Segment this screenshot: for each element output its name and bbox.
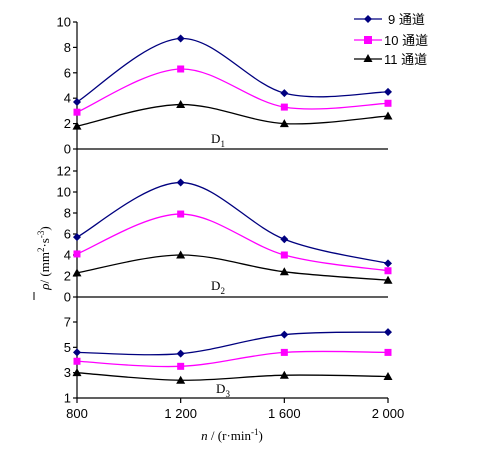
y-tick-label: 2 bbox=[64, 116, 71, 131]
data-point-square bbox=[177, 210, 185, 218]
legend-item-10: 10 通道 bbox=[354, 33, 428, 48]
y-tick-label: 0 bbox=[64, 290, 71, 305]
data-point-triangle bbox=[176, 250, 186, 259]
data-point-square bbox=[73, 357, 81, 365]
y-axis-title: ρ/ (mm2·s-3) bbox=[36, 226, 52, 290]
data-point-square bbox=[280, 348, 288, 356]
y-tick-label: 6 bbox=[64, 65, 71, 80]
data-point-triangle bbox=[279, 119, 289, 128]
y-tick-label: 10 bbox=[57, 15, 71, 30]
series-line-11通道 bbox=[76, 103, 389, 127]
data-point-square bbox=[280, 251, 288, 259]
legend-label-10: 10 通道 bbox=[384, 33, 428, 48]
data-point-diamond bbox=[280, 235, 289, 244]
y-tick-label: 4 bbox=[64, 91, 71, 106]
y-tick-label: 8 bbox=[64, 40, 71, 55]
legend-item-9: 9 通道 bbox=[354, 12, 425, 27]
panel-label: D3 bbox=[216, 381, 230, 399]
y-tick-label: 12 bbox=[57, 164, 71, 179]
y-tick-label: 5 bbox=[64, 340, 71, 355]
x-axis-title: n / (r·min-1) bbox=[201, 427, 263, 443]
data-point-diamond bbox=[280, 89, 289, 98]
data-point-diamond bbox=[280, 330, 289, 339]
y-tick-label: 8 bbox=[64, 206, 71, 221]
y-tick-label: 0 bbox=[64, 142, 71, 157]
panel-2: 0 2 4 6 8 10 12 D2 bbox=[57, 164, 393, 305]
legend-item-11: 11 通道 bbox=[354, 52, 427, 67]
data-point-square bbox=[177, 65, 185, 73]
data-point-diamond bbox=[384, 328, 392, 337]
data-point-triangle bbox=[383, 111, 393, 120]
series-line-9通道 bbox=[76, 181, 389, 265]
panel-label: D2 bbox=[211, 278, 225, 296]
data-point-square bbox=[177, 362, 185, 370]
legend-diamond-marker bbox=[364, 15, 372, 23]
legend-label-11: 11 通道 bbox=[384, 52, 427, 67]
y-tick-label: 6 bbox=[64, 227, 71, 242]
data-point-diamond bbox=[176, 34, 185, 43]
legend-label-9: 9 通道 bbox=[388, 12, 425, 27]
y-tick-label: 4 bbox=[64, 248, 71, 263]
y-tick-label: 7 bbox=[64, 315, 71, 330]
series-line-10通道 bbox=[76, 350, 389, 368]
data-point-triangle bbox=[72, 121, 82, 130]
y-tick-label: 1 bbox=[64, 391, 71, 406]
data-point-triangle bbox=[279, 370, 289, 379]
data-point-diamond bbox=[384, 87, 392, 96]
panel-3: 1 3 5 7 D3 bbox=[64, 315, 393, 406]
legend-triangle-marker bbox=[363, 54, 373, 62]
data-point-triangle bbox=[72, 368, 82, 377]
data-point-triangle bbox=[72, 268, 82, 277]
series-line-9通道 bbox=[76, 37, 389, 103]
legend: 9 通道 10 通道 11 通道 bbox=[354, 12, 428, 67]
data-point-triangle bbox=[176, 100, 186, 109]
x-tick-label: 2 000 bbox=[372, 406, 405, 421]
panel-1: 0 2 4 6 8 10 D1 bbox=[57, 15, 393, 157]
series-line-11通道 bbox=[76, 254, 389, 281]
series-line-10通道 bbox=[76, 213, 389, 272]
panel-label: D1 bbox=[211, 131, 225, 149]
data-point-triangle bbox=[383, 371, 393, 380]
x-tick-label: 1 200 bbox=[164, 406, 197, 421]
data-point-triangle bbox=[383, 275, 393, 284]
data-point-square bbox=[384, 99, 392, 107]
data-point-square bbox=[73, 250, 81, 258]
x-tick-label: 1 600 bbox=[268, 406, 301, 421]
data-point-square bbox=[73, 108, 81, 116]
y-tick-label: 3 bbox=[64, 365, 71, 380]
series-line-11通道 bbox=[76, 372, 389, 381]
data-point-diamond bbox=[73, 348, 81, 357]
legend-square-marker bbox=[364, 36, 372, 44]
data-point-diamond bbox=[73, 233, 81, 242]
series-line-10通道 bbox=[76, 68, 389, 113]
data-point-square bbox=[384, 267, 392, 275]
series-line-9通道 bbox=[76, 331, 389, 356]
data-point-diamond bbox=[176, 178, 185, 187]
data-point-square bbox=[384, 348, 392, 356]
x-tick-label: 800 bbox=[66, 406, 88, 421]
data-point-diamond bbox=[73, 98, 81, 107]
y-tick-label: 2 bbox=[64, 269, 71, 284]
data-point-square bbox=[280, 103, 288, 111]
y-tick-label: 10 bbox=[57, 185, 71, 200]
data-point-diamond bbox=[176, 349, 185, 358]
data-point-triangle bbox=[279, 267, 289, 276]
data-point-diamond bbox=[384, 259, 392, 268]
x-tick-labels: 800 1 200 1 600 2 000 bbox=[66, 406, 404, 421]
data-point-triangle bbox=[176, 375, 186, 384]
